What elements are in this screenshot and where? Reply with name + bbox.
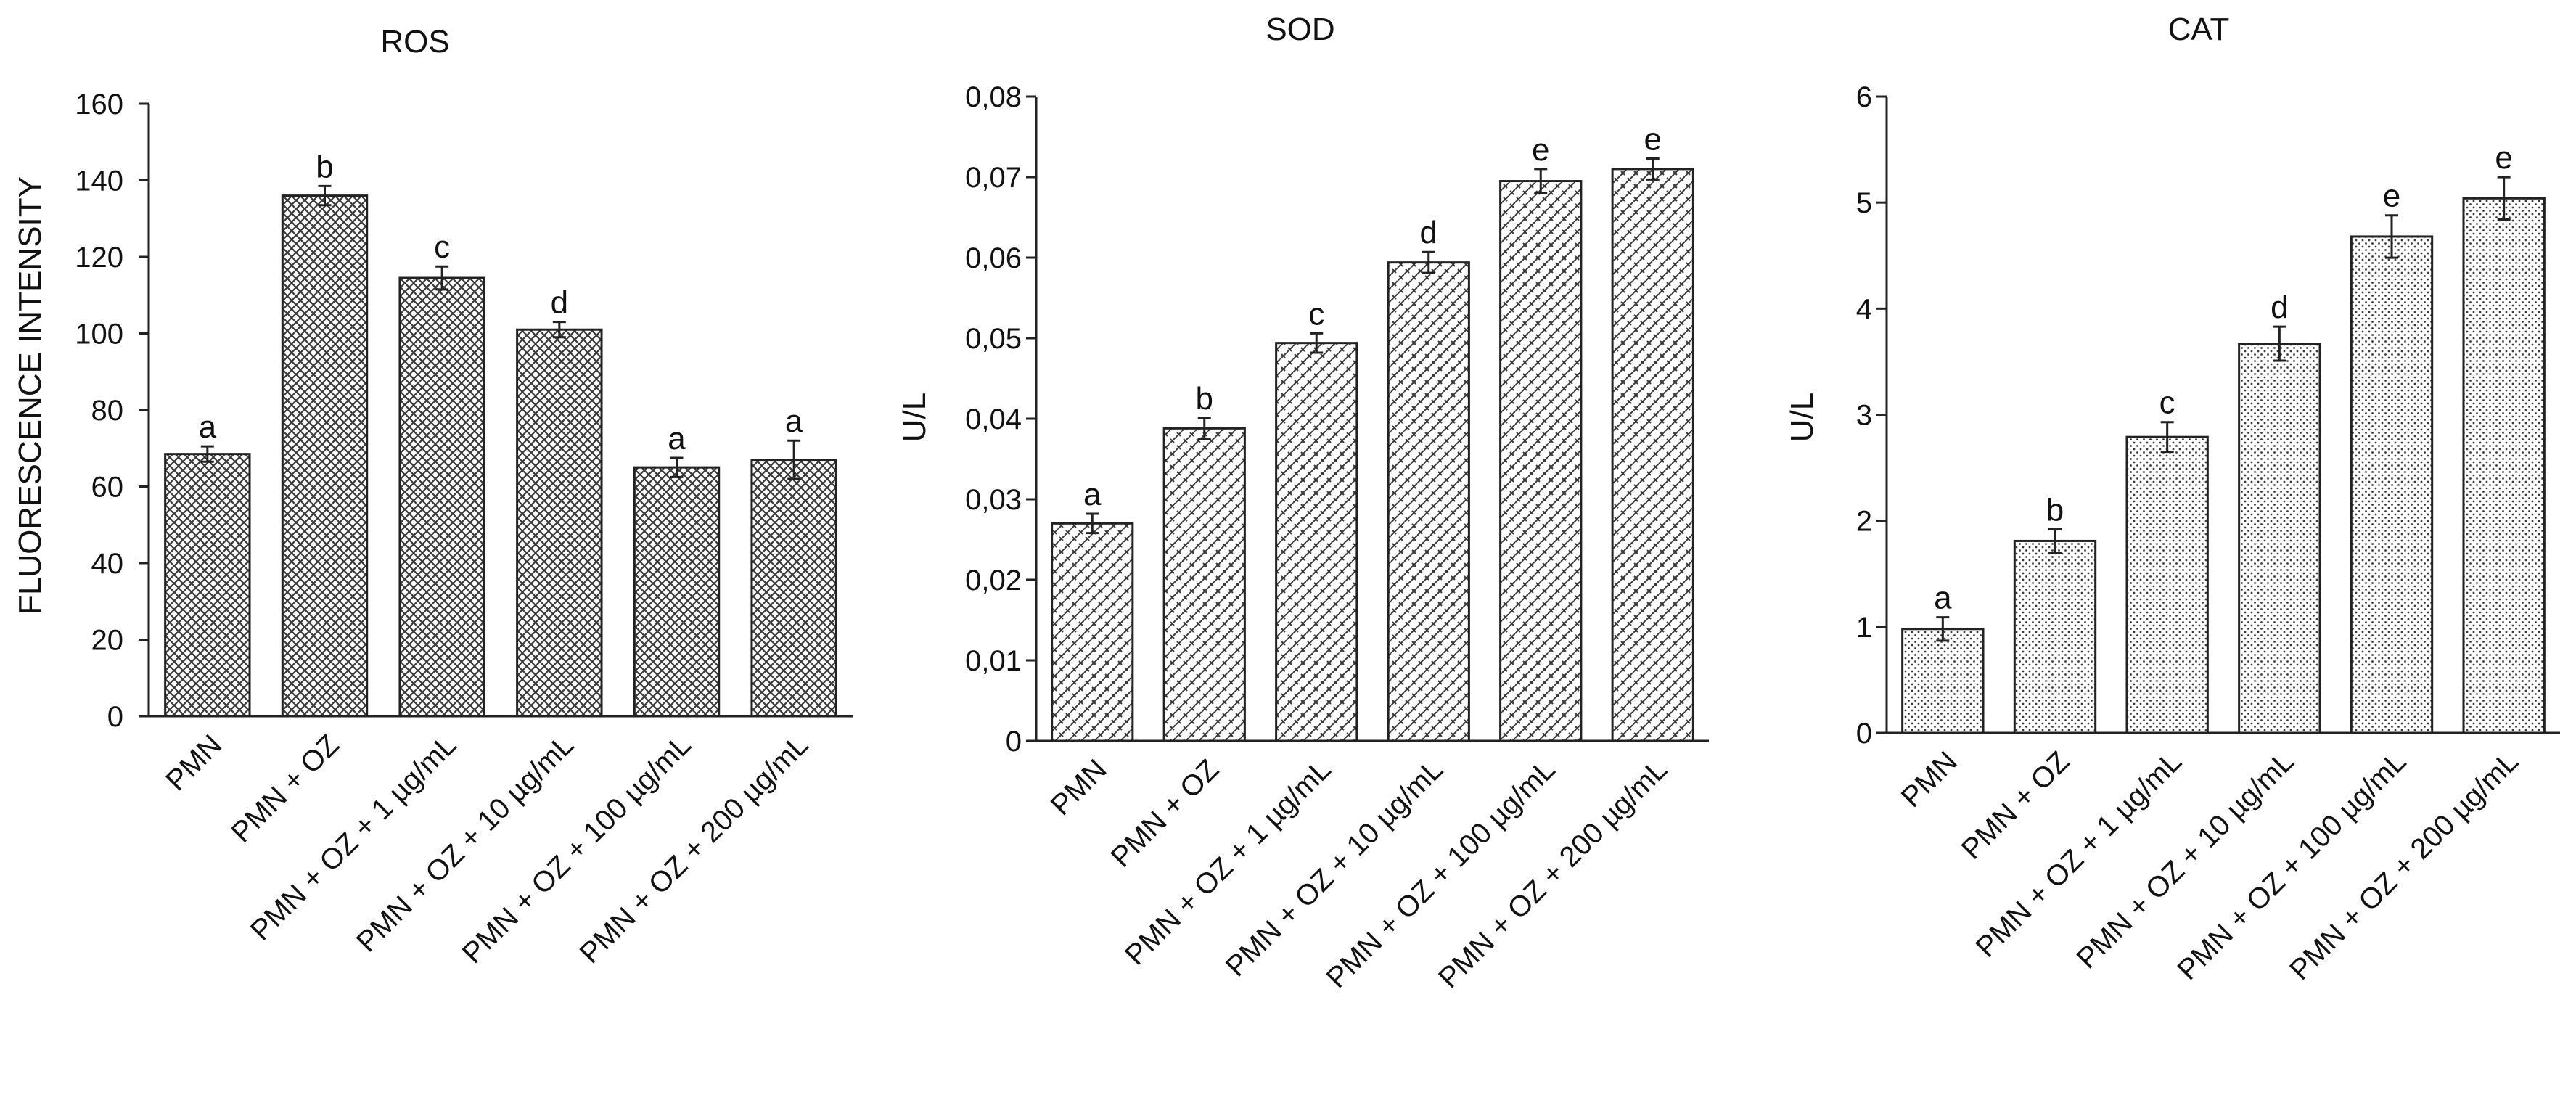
y-tick-label: 1 [1856,612,1872,644]
bar [164,453,251,718]
significance-label: a [785,403,803,439]
y-tick-label: 160 [75,89,123,120]
y-axis-label: U/L [897,393,932,442]
y-tick-label: 2 [1856,506,1872,538]
significance-label: b [2046,492,2064,528]
significance-label: d [551,285,568,321]
y-tick-label: 80 [91,395,124,427]
bar [398,276,485,718]
chart-title: ROS [380,24,449,60]
bar [1387,261,1470,742]
bar [1051,522,1134,742]
significance-label: b [1196,381,1213,417]
plot-marks: 0 1 2 3 4 5 6 a PMN b PMN + OZ c PMN + OZ + 1 µg/mL d… [1856,81,2560,986]
category-label: PMN + OZ + 100 µg/mL [2171,745,2412,986]
significance-label: a [199,409,217,445]
significance-label: c [434,229,450,265]
category-label: PMN + OZ + 200 µg/mL [574,729,815,969]
chart-title: CAT [2168,12,2230,47]
significance-label: e [1532,132,1549,168]
category-label: PMN + OZ [1956,745,2075,865]
bar [750,459,837,718]
y-tick-label: 100 [75,319,123,350]
y-tick-label: 0 [107,701,123,733]
bar [1611,168,1694,742]
category-label: PMN + OZ + 100 µg/mL [456,729,697,969]
significance-label: d [2271,290,2288,325]
category-label: PMN + OZ [1105,753,1225,873]
bar [2350,235,2434,734]
y-tick-label: 140 [75,165,123,197]
y-tick-label: 0,08 [965,81,1022,113]
y-tick-label: 60 [91,472,124,504]
significance-label: c [1308,296,1324,332]
category-label: PMN + OZ + 10 µg/mL [350,729,580,958]
significance-label: a [1083,477,1102,512]
y-tick-label: 0,02 [965,565,1022,596]
y-tick-label: 0,04 [965,403,1022,435]
bar [1901,628,1985,734]
significance-label: b [316,149,333,184]
bar [281,194,369,718]
y-tick-label: 6 [1856,81,1872,113]
bar [2125,435,2209,734]
y-axis-label: U/L [1784,393,1820,442]
y-tick-label: 0,03 [965,484,1022,516]
sod-chart: SOD U/L 0 0,01 0,02 0,03 0,04 0,05 0,06 0,07 0,0… [897,12,1709,994]
y-tick-label: 5 [1856,187,1872,219]
category-label: PMN [160,729,228,797]
bar [2013,539,2097,734]
category-label: PMN + OZ [225,729,345,848]
category-label: PMN + OZ + 10 µg/mL [2070,745,2300,975]
bar [1499,180,1583,742]
category-label: PMN + OZ + 10 µg/mL [1220,753,1449,983]
significance-label: e [1644,121,1662,157]
significance-label: a [1934,581,1952,616]
y-tick-label: 0 [1006,726,1022,758]
significance-label: e [2495,140,2512,176]
ros-chart: ROS FLUORESCENCE INTENSITY 0 20 40 60 80 100 1… [12,24,853,969]
bar [2462,197,2546,734]
category-label: PMN [1045,753,1113,821]
significance-label: e [2383,179,2400,214]
bar [1275,342,1358,742]
y-tick-label: 0,01 [965,645,1022,677]
category-label: PMN + OZ + 1 µg/mL [1119,753,1337,971]
category-label: PMN [1895,745,1964,813]
category-label: PMN + OZ + 100 µg/mL [1321,753,1562,994]
y-tick-label: 3 [1856,400,1872,432]
y-tick-label: 0,06 [965,242,1022,274]
chart-title: SOD [1266,12,1334,47]
category-label: PMN + OZ + 1 µg/mL [245,729,462,946]
significance-label: a [668,421,686,456]
bar [1162,427,1246,742]
y-tick-label: 120 [75,242,123,274]
category-label: PMN + OZ + 200 µg/mL [1432,753,1673,994]
y-tick-label: 20 [91,625,124,657]
y-tick-label: 4 [1856,293,1872,325]
significance-label: d [1420,215,1437,250]
category-label: PMN + OZ + 1 µg/mL [1970,745,2188,963]
significance-label: c [2159,385,2175,421]
category-label: PMN + OZ + 200 µg/mL [2284,745,2524,986]
y-tick-label: 0,07 [965,162,1022,194]
plot-marks: 0 0,01 0,02 0,03 0,04 0,05 0,06 0,07 0,08 a PMN b PM… [965,81,1709,994]
bar [516,328,603,718]
plot-marks: 0 20 40 60 80 100 120 140 160 a PMN b PMN + OZ c PMN +… [75,89,853,969]
bar [2238,343,2321,734]
y-axis-label: FLUORESCENCE INTENSITY [12,176,48,615]
y-tick-label: 0,05 [965,323,1022,355]
y-tick-label: 40 [91,548,124,580]
y-tick-label: 0 [1856,718,1872,750]
cat-chart: CAT U/L 0 1 2 3 4 5 6 a PMN b PMN + OZ c PMN + OZ + … [1784,12,2560,986]
bar [633,466,721,718]
